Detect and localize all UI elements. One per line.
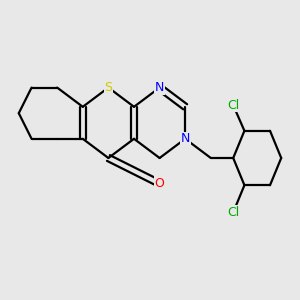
Text: Cl: Cl [227, 206, 239, 219]
Text: S: S [104, 81, 112, 94]
Text: Cl: Cl [227, 99, 239, 112]
Text: O: O [155, 177, 164, 190]
Text: N: N [181, 132, 190, 145]
Text: N: N [155, 81, 164, 94]
